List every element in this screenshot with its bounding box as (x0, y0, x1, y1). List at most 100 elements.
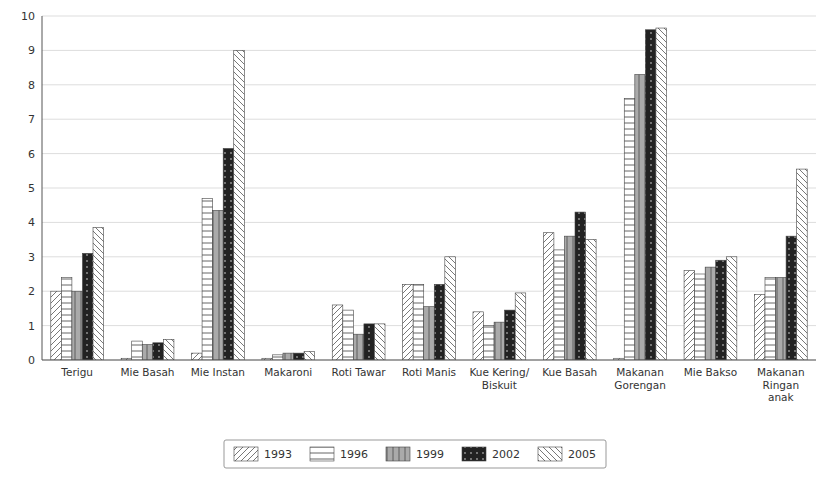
bar (635, 74, 646, 360)
x-tick-label: Roti Manis (402, 366, 456, 378)
bar (93, 228, 104, 360)
x-axis: TeriguMie BasahMie InstanMakaroniRoti Ta… (60, 366, 804, 403)
x-tick-label: Roti Tawar (332, 366, 387, 378)
legend-label: 1999 (416, 448, 444, 461)
bar (505, 310, 516, 360)
bar (234, 50, 245, 360)
bar (304, 351, 315, 360)
y-tick-label: 2 (28, 285, 35, 298)
legend-label: 1996 (340, 448, 368, 461)
grid-line (42, 222, 816, 223)
y-tick-label: 3 (28, 251, 35, 264)
x-tick-label-line: Mie Instan (191, 366, 245, 378)
grid-line (42, 16, 816, 17)
bar (575, 212, 586, 360)
bar (586, 240, 597, 360)
y-tick-label: 10 (21, 10, 35, 23)
bar (223, 148, 234, 360)
legend-swatch (386, 447, 410, 461)
bar (364, 324, 375, 360)
x-tick-label: Makaroni (264, 366, 312, 378)
y-tick-label: 0 (28, 354, 35, 367)
legend-label: 2002 (492, 448, 520, 461)
bar-series (82, 30, 796, 360)
bar (163, 339, 174, 360)
legend-swatch (538, 447, 562, 461)
bar (343, 310, 354, 360)
legend-swatch (310, 447, 334, 461)
x-tick-label-line: Biskuit (482, 379, 517, 391)
bar (424, 307, 435, 360)
legend: 1993 1996 1999 2002 2005 (224, 440, 606, 468)
y-tick-label: 4 (28, 216, 35, 229)
bar (294, 353, 305, 360)
grid-line (42, 84, 816, 85)
bar (797, 169, 808, 360)
x-tick-label-line: Ringan (763, 379, 800, 391)
legend-frame (224, 440, 606, 468)
x-tick-label-line: Makaroni (264, 366, 312, 378)
x-tick-label-line: Mie Bakso (684, 366, 737, 378)
x-axis-line (42, 360, 816, 361)
bar (213, 210, 224, 360)
grid-line (42, 50, 816, 51)
grid-line (42, 188, 816, 189)
x-tick-label-line: anak (768, 391, 795, 403)
bar (705, 267, 716, 360)
legend-label: 2005 (568, 448, 596, 461)
bar (494, 322, 505, 360)
bar (684, 271, 695, 360)
x-tick-label-line: Roti Manis (402, 366, 456, 378)
bar (142, 345, 153, 360)
x-tick-label-line: Kue Kering/ (469, 366, 529, 378)
x-tick-label: Terigu (60, 366, 93, 378)
bar (695, 274, 706, 360)
bar (543, 233, 554, 360)
bar (272, 355, 283, 360)
x-tick-label: MakananRingananak (757, 366, 805, 403)
bars (51, 28, 807, 360)
x-tick-label-line: Kue Basah (542, 366, 597, 378)
bar (374, 324, 385, 360)
y-axis-line (42, 16, 43, 360)
bar (786, 236, 797, 360)
bar (726, 257, 737, 360)
chart-svg: 012345678910TeriguMie BasahMie InstanMak… (0, 0, 830, 478)
bar (82, 253, 93, 360)
x-tick-label: Mie Bakso (684, 366, 737, 378)
bar (61, 277, 72, 360)
bar (283, 353, 294, 360)
bar (645, 30, 656, 360)
bar (413, 284, 424, 360)
y-tick-label: 8 (28, 79, 35, 92)
y-tick-label: 9 (28, 44, 35, 57)
bar (72, 291, 83, 360)
bar (656, 28, 667, 360)
x-tick-label-line: Gorengan (614, 379, 666, 391)
bar (353, 334, 364, 360)
x-tick-label-line: Makanan (616, 366, 664, 378)
x-tick-label: Kue Kering/Biskuit (469, 366, 529, 391)
y-tick-label: 6 (28, 148, 35, 161)
grid-line (42, 153, 816, 154)
bar (153, 343, 164, 360)
bar (776, 277, 787, 360)
x-tick-label: Kue Basah (542, 366, 597, 378)
bar (192, 353, 203, 360)
bar-series (93, 28, 807, 360)
x-tick-label-line: Makanan (757, 366, 805, 378)
bar (202, 198, 213, 360)
x-tick-label: Mie Instan (191, 366, 245, 378)
bar (484, 326, 495, 360)
bar (716, 260, 727, 360)
x-tick-label: MakananGorengan (614, 366, 666, 391)
bar (403, 284, 414, 360)
legend-swatch (462, 447, 486, 461)
legend-label: 1993 (264, 448, 292, 461)
grid-line (42, 119, 816, 120)
bar (765, 277, 776, 360)
bar (754, 295, 765, 360)
y-tick-label: 7 (28, 113, 35, 126)
bar (332, 305, 343, 360)
grid-line (42, 360, 816, 361)
